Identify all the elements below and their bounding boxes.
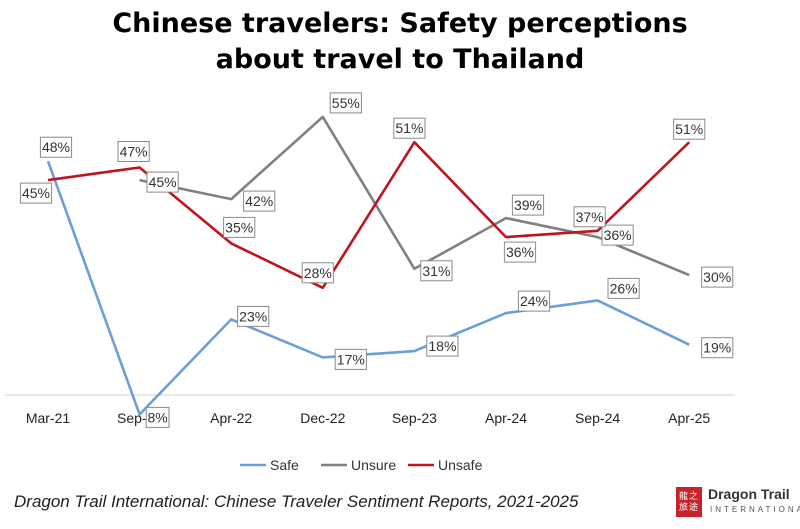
x-tick-label-mar-21: Mar-21	[26, 410, 71, 426]
svg-text:Safe: Safe	[270, 457, 299, 473]
title-line-1: Chinese travelers: Safety perceptions	[112, 8, 688, 39]
x-tick-label-apr-24: Apr-24	[485, 410, 527, 426]
x-tick-label-sep-24: Sep-24	[575, 410, 620, 426]
data-label-unsafe-sep-21: 47%	[117, 141, 150, 162]
data-label-unsafe-dec-22: 28%	[301, 262, 334, 284]
x-tick-label-apr-22: Apr-22	[210, 410, 252, 426]
series-line-safe	[46, 160, 690, 416]
dragon-trail-logo: 龍之旅途 Dragon Trail INTERNATIONAL	[676, 484, 800, 524]
svg-text:35%: 35%	[225, 219, 253, 235]
data-label-safe-apr-24: 24%	[517, 290, 551, 312]
data-label-unsure-dec-22: 55%	[329, 92, 362, 114]
legend-item-unsure: Unsure	[321, 457, 396, 473]
x-tick-label-dec-22: Dec-22	[300, 410, 345, 426]
data-label-unsafe-apr-22: 35%	[223, 216, 256, 238]
data-label-safe-dec-22: 17%	[334, 348, 367, 370]
logo-name: Dragon Trail	[708, 486, 790, 502]
data-label-unsure-apr-25: 30%	[701, 266, 734, 288]
data-label-unsure-sep-24: 36%	[601, 224, 634, 246]
data-label-unsure-apr-24: 39%	[511, 194, 545, 216]
svg-text:17%: 17%	[337, 351, 365, 367]
data-label-safe-apr-22: 23%	[237, 305, 270, 327]
svg-text:37%: 37%	[576, 209, 604, 225]
data-label-unsure-sep-21: 45%	[146, 171, 179, 193]
svg-text:42%: 42%	[245, 193, 273, 209]
svg-text:8%: 8%	[147, 409, 167, 425]
svg-text:55%: 55%	[332, 95, 360, 111]
svg-text:36%: 36%	[604, 227, 632, 243]
svg-text:30%: 30%	[703, 269, 731, 285]
legend-item-safe: Safe	[240, 457, 299, 473]
data-label-unsafe-sep-24: 37%	[573, 206, 606, 228]
data-label-unsafe-mar-21: 45%	[19, 182, 53, 204]
logo-mark-icon: 龍之旅途	[676, 487, 702, 517]
svg-text:31%: 31%	[422, 263, 450, 279]
svg-text:18%: 18%	[428, 338, 456, 354]
svg-text:45%: 45%	[149, 174, 177, 190]
data-label-unsafe-apr-24: 36%	[503, 241, 537, 263]
data-label-safe-sep-24: 26%	[607, 277, 640, 299]
svg-text:48%: 48%	[42, 139, 70, 155]
data-label-unsafe-sep-23: 51%	[393, 117, 426, 139]
svg-text:39%: 39%	[514, 197, 542, 213]
svg-text:36%: 36%	[506, 244, 534, 260]
data-label-safe-apr-25: 19%	[701, 337, 734, 359]
svg-text:19%: 19%	[703, 340, 731, 356]
logo-subtitle: INTERNATIONAL	[710, 505, 800, 514]
chart-title: Chinese travelers: Safety perceptions ab…	[0, 6, 800, 78]
svg-text:23%: 23%	[239, 308, 267, 324]
svg-text:Unsafe: Unsafe	[438, 457, 483, 473]
x-tick-label-sep-23: Sep-23	[392, 410, 437, 426]
svg-text:51%: 51%	[675, 121, 703, 137]
svg-text:51%: 51%	[395, 120, 423, 136]
data-label-unsure-sep-23: 31%	[420, 260, 453, 282]
data-label-unsafe-apr-25: 51%	[673, 118, 706, 140]
svg-text:28%: 28%	[304, 265, 332, 281]
svg-text:26%: 26%	[610, 280, 638, 296]
svg-text:45%: 45%	[22, 185, 50, 201]
series-line-unsure	[139, 115, 690, 277]
x-tick-label-apr-25: Apr-25	[668, 410, 710, 426]
svg-text:24%: 24%	[520, 293, 548, 309]
data-label-unsure-apr-22: 42%	[243, 190, 276, 212]
source-note: Dragon Trail International: Chinese Trav…	[14, 492, 579, 511]
svg-text:47%: 47%	[120, 144, 148, 160]
data-label-safe-sep-23: 18%	[426, 335, 459, 357]
data-label-safe-sep-21: 8%	[145, 406, 170, 428]
title-line-2: about travel to Thailand	[215, 44, 585, 75]
svg-text:Unsure: Unsure	[351, 457, 396, 473]
legend-item-unsafe: Unsafe	[408, 457, 483, 473]
data-label-safe-mar-21: 48%	[39, 136, 73, 158]
